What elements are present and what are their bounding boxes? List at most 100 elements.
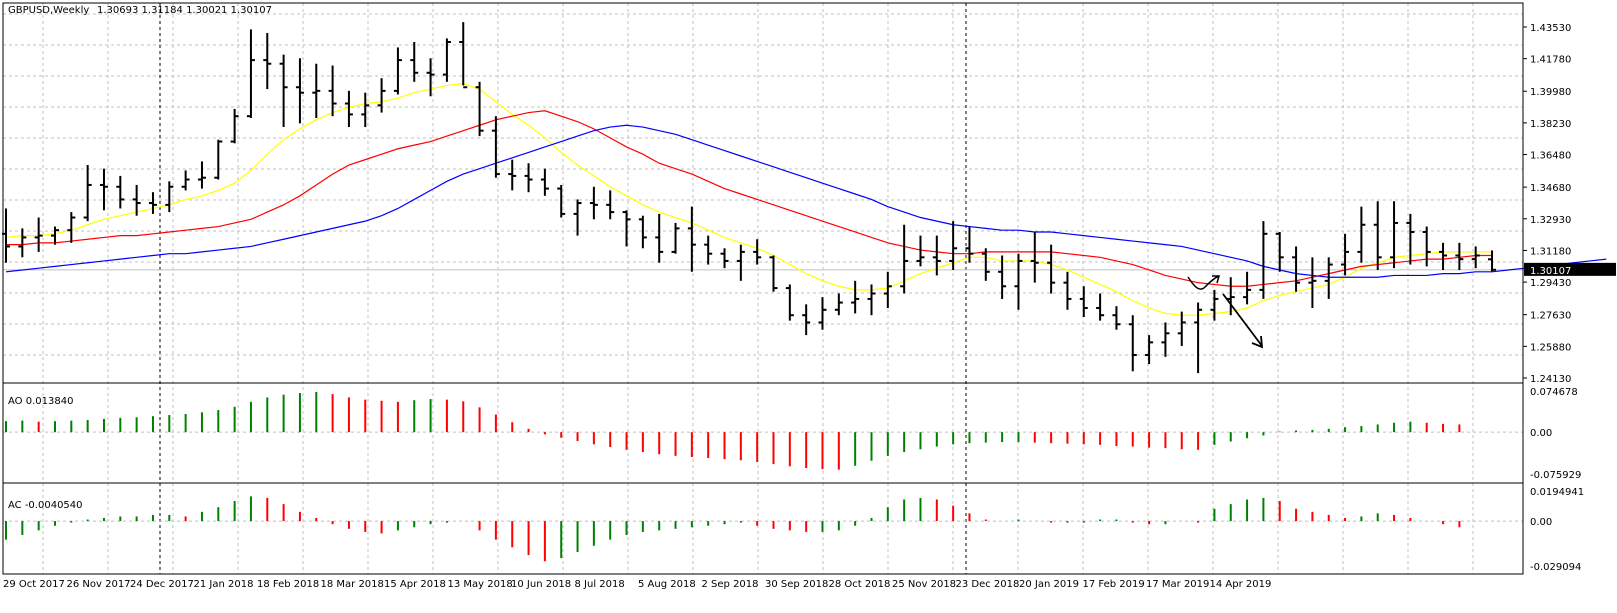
ohlc-bar	[67, 212, 76, 243]
ohlc-bar	[1373, 201, 1382, 270]
ohlc-bar	[410, 42, 419, 82]
ohlc-bar	[1259, 221, 1268, 299]
ohlc-bar	[655, 213, 664, 263]
ohlc-bar	[671, 222, 680, 254]
ohlc-bar	[393, 47, 402, 95]
ohlc-bar	[459, 22, 468, 89]
price-tick-label: 1.31180	[1530, 246, 1571, 257]
price-tick-label: 1.29430	[1530, 278, 1571, 289]
ohlc-bar	[1047, 244, 1056, 294]
ac-tick-label: 0.00	[1530, 517, 1552, 528]
ac-panel-frame	[2, 482, 1524, 575]
current-price-label: 1.30107	[1530, 266, 1571, 277]
date-label: 30 Sep 2018	[765, 579, 828, 590]
ma-slow-line	[5, 124, 1607, 278]
ohlc-bar	[622, 210, 631, 247]
ao-histogram[interactable]	[5, 391, 1461, 470]
ao-tick-label: 0.074678	[1530, 387, 1578, 398]
symbol-title: GBPUSD,Weekly	[8, 5, 89, 16]
ohlc-bar	[1357, 206, 1366, 263]
ohlc-bar	[1471, 246, 1480, 269]
date-label: 10 Jun 2018	[511, 579, 571, 590]
ohlc-bar	[279, 54, 288, 128]
ac-tick-label: -0.029094	[1530, 562, 1581, 573]
price-tick-label: 1.25880	[1530, 342, 1571, 353]
ohlc-bar	[1439, 242, 1448, 270]
ohlc-bar	[834, 293, 843, 316]
ohlc-bar	[1096, 293, 1105, 321]
price-tick-label: 1.38230	[1530, 119, 1571, 130]
ohlc-bar	[1422, 226, 1431, 267]
ohlc-bar	[638, 215, 647, 249]
ohlc-bar	[1177, 311, 1186, 346]
price-tick-label: 1.27630	[1530, 311, 1571, 322]
ohlc-bar	[1341, 233, 1350, 276]
annotation-curve	[1187, 275, 1220, 290]
ohlc-bar	[475, 81, 484, 137]
ohlc-bar	[230, 108, 239, 144]
ohlc-bar	[998, 255, 1007, 299]
date-label: 21 Jan 2018	[194, 579, 254, 590]
date-label: 23 Dec 2018	[956, 579, 1020, 590]
ohlc-bar	[965, 226, 974, 263]
price-tick-label: 1.32930	[1530, 215, 1571, 226]
ohlc-bar	[99, 168, 108, 211]
ohlc-bar	[867, 284, 876, 316]
ohlc-bar	[148, 192, 157, 214]
date-label: 13 May 2018	[448, 579, 513, 590]
ohlc-bar	[165, 181, 174, 213]
grid	[3, 3, 1523, 574]
annotation-curve-arrowhead	[1212, 275, 1220, 284]
price-plot[interactable]	[2, 22, 1607, 374]
price-tick-label: 1.41780	[1530, 55, 1571, 66]
axes: 1.43530 1.41780 1.39980 1.38230 1.36480 1.346…	[2, 2, 1616, 590]
ohlc-bar	[606, 190, 615, 220]
price-tick-label: 1.43530	[1530, 23, 1571, 34]
date-label: 8 Jul 2018	[575, 579, 625, 590]
ohlc-bar	[34, 217, 43, 252]
ohlc-bar	[1406, 213, 1415, 265]
ohlc-bar	[981, 248, 990, 281]
ohlc-bar	[802, 304, 811, 336]
date-label: 24 Dec 2017	[130, 579, 194, 590]
ohlc-bar	[328, 65, 337, 117]
ohlc-bar	[736, 244, 745, 281]
ohlc-bar	[181, 170, 190, 191]
ohlc-bar	[932, 235, 941, 276]
ohlc-bar	[50, 226, 59, 245]
date-label: 17 Feb 2019	[1083, 579, 1145, 590]
ohlc-bar	[1063, 271, 1072, 310]
ohlc-bar	[1324, 257, 1333, 299]
ohlc-bar	[753, 239, 762, 265]
ohlc-bar	[377, 78, 386, 113]
ohlc-bar	[785, 284, 794, 321]
ohlc-bar	[361, 92, 370, 128]
ohlc-readout: 1.30693 1.31184 1.30021 1.30107	[97, 5, 272, 16]
ohlc-bar	[132, 184, 141, 216]
ohlc-bar	[1194, 302, 1203, 374]
ohlc-bar	[426, 58, 435, 97]
ao-label: AO 0.013840	[8, 396, 73, 407]
ohlc-bar	[900, 224, 909, 294]
ohlc-bar	[1079, 286, 1088, 318]
ohlc-bar	[83, 165, 92, 222]
ohlc-bar	[508, 159, 517, 191]
ohlc-bar	[916, 235, 925, 267]
price-tick-label: 1.36480	[1530, 151, 1571, 162]
date-label: 14 Apr 2019	[1210, 579, 1272, 590]
price-tick-label: 1.34680	[1530, 183, 1571, 194]
ohlc-bar	[1014, 253, 1023, 310]
annotation-down-arrowhead	[1251, 335, 1264, 349]
ohlc-bar	[851, 280, 860, 314]
ac-histogram[interactable]	[5, 496, 1461, 562]
ohlc-bar	[1390, 201, 1399, 269]
date-label: 5 Aug 2018	[638, 579, 696, 590]
ohlc-bar	[818, 297, 827, 330]
date-label: 20 Jan 2019	[1019, 579, 1079, 590]
ohlc-bar	[573, 199, 582, 236]
ohlc-bar	[197, 161, 206, 189]
price-tick-label: 1.39980	[1530, 87, 1571, 98]
ohlc-bar	[704, 235, 713, 265]
ohlc-bar	[263, 32, 272, 90]
